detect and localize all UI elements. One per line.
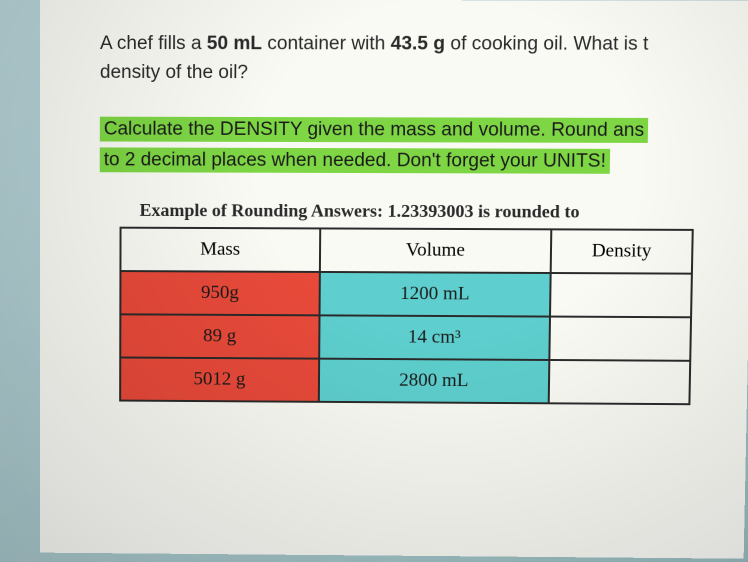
mass-cell: 950g xyxy=(120,271,320,315)
header-density: Density xyxy=(551,229,693,273)
header-volume: Volume xyxy=(320,228,551,273)
table-row: 950g 1200 mL xyxy=(120,271,692,317)
question-prefix: A chef fills a xyxy=(100,33,207,54)
question-mid: container with xyxy=(262,33,391,54)
header-mass: Mass xyxy=(120,227,320,271)
mass-cell: 5012 g xyxy=(120,357,319,401)
table-row: 5012 g 2800 mL xyxy=(120,357,690,404)
table-header-row: Mass Volume Density xyxy=(120,227,692,273)
density-cell[interactable] xyxy=(550,273,692,317)
instruction-line2: to 2 decimal places when needed. Don't f… xyxy=(100,147,610,173)
density-table: Mass Volume Density 950g 1200 mL 89 g 14… xyxy=(119,226,694,405)
density-cell[interactable] xyxy=(549,316,691,360)
volume-cell: 1200 mL xyxy=(320,272,551,317)
question-suffix: of cooking oil. What is t xyxy=(445,33,649,54)
volume-cell: 14 cm³ xyxy=(319,315,550,360)
density-cell[interactable] xyxy=(549,360,691,404)
question-mass: 43.5 g xyxy=(391,33,446,54)
mass-cell: 89 g xyxy=(120,314,319,358)
question-line2: density of the oil? xyxy=(100,61,248,82)
instruction-line1: Calculate the DENSITY given the mass and… xyxy=(100,117,649,143)
volume-cell: 2800 mL xyxy=(319,358,550,403)
question-text: A chef fills a 50 mL container with 43.5… xyxy=(100,30,714,88)
question-volume: 50 mL xyxy=(207,33,262,54)
table-row: 89 g 14 cm³ xyxy=(120,314,691,360)
instruction-block: Calculate the DENSITY given the mass and… xyxy=(100,115,712,178)
example-heading: Example of Rounding Answers: 1.23393003 … xyxy=(100,200,711,223)
worksheet-page: A chef fills a 50 mL container with 43.5… xyxy=(40,0,748,559)
